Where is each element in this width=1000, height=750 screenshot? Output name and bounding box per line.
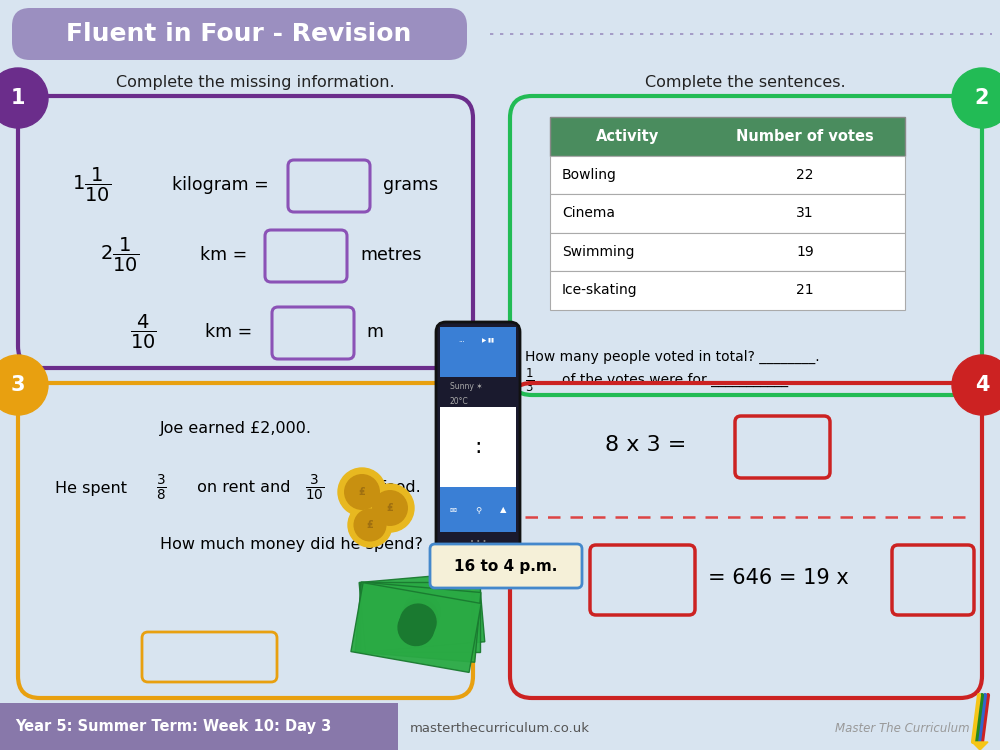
Circle shape	[404, 594, 440, 630]
Circle shape	[348, 503, 392, 547]
Text: He spent: He spent	[55, 481, 132, 496]
FancyBboxPatch shape	[265, 230, 347, 282]
Circle shape	[400, 604, 436, 640]
Text: Cinema: Cinema	[562, 206, 615, 220]
FancyBboxPatch shape	[892, 545, 974, 615]
Text: $\frac{1}{3}$: $\frac{1}{3}$	[525, 366, 534, 394]
Text: Complete the missing information.: Complete the missing information.	[116, 74, 394, 89]
Text: ₤: ₤	[359, 487, 365, 497]
FancyBboxPatch shape	[359, 572, 485, 652]
Text: metres: metres	[360, 246, 422, 264]
Circle shape	[952, 355, 1000, 415]
Circle shape	[0, 68, 48, 128]
FancyBboxPatch shape	[440, 487, 516, 532]
Text: Swimming: Swimming	[562, 244, 635, 259]
Text: 20°C: 20°C	[450, 398, 469, 406]
Circle shape	[952, 68, 1000, 128]
Text: masterthecurriculum.co.uk: masterthecurriculum.co.uk	[410, 722, 590, 734]
FancyBboxPatch shape	[12, 8, 467, 60]
Text: km =: km =	[205, 323, 252, 341]
Text: $2\dfrac{1}{10}$: $2\dfrac{1}{10}$	[100, 236, 139, 274]
FancyBboxPatch shape	[0, 703, 398, 750]
Circle shape	[0, 355, 48, 415]
Text: of the votes were for ___________.: of the votes were for ___________.	[562, 373, 792, 387]
Circle shape	[373, 490, 407, 525]
FancyBboxPatch shape	[550, 117, 905, 155]
FancyBboxPatch shape	[735, 416, 830, 478]
Text: on rent and: on rent and	[192, 481, 296, 496]
Text: 8 x 3 =: 8 x 3 =	[605, 435, 686, 455]
Text: Complete the sentences.: Complete the sentences.	[645, 74, 845, 89]
Text: ₤: ₤	[387, 503, 393, 513]
Circle shape	[345, 475, 379, 509]
Text: $1\dfrac{1}{10}$: $1\dfrac{1}{10}$	[72, 166, 111, 204]
Text: km =: km =	[200, 246, 247, 264]
FancyBboxPatch shape	[550, 232, 905, 271]
FancyBboxPatch shape	[550, 271, 905, 310]
FancyBboxPatch shape	[355, 582, 481, 662]
Text: Ice-skating: Ice-skating	[562, 284, 638, 297]
Text: Fluent in Four - Revision: Fluent in Four - Revision	[66, 22, 412, 46]
Text: = 646 = 19 x: = 646 = 19 x	[708, 568, 849, 588]
Text: ✉: ✉	[450, 506, 456, 515]
Text: 21: 21	[796, 284, 814, 297]
Text: ₤: ₤	[367, 520, 373, 530]
FancyBboxPatch shape	[440, 327, 516, 377]
Text: • • •: • • •	[470, 539, 486, 545]
Text: :: :	[474, 437, 482, 457]
Text: Bowling: Bowling	[562, 168, 617, 182]
FancyBboxPatch shape	[272, 307, 354, 359]
Text: Sunny ✶: Sunny ✶	[450, 382, 483, 392]
Text: Year 5: Summer Term: Week 10: Day 3: Year 5: Summer Term: Week 10: Day 3	[15, 719, 331, 734]
Text: 31: 31	[796, 206, 814, 220]
Circle shape	[398, 610, 434, 646]
Text: Activity: Activity	[596, 129, 659, 144]
Text: kilogram =: kilogram =	[172, 176, 269, 194]
Text: 4: 4	[975, 375, 989, 395]
Circle shape	[354, 509, 386, 541]
Text: on food.: on food.	[350, 481, 421, 496]
Text: ...: ...	[458, 337, 465, 343]
Text: 22: 22	[796, 168, 814, 182]
FancyBboxPatch shape	[288, 160, 370, 212]
FancyBboxPatch shape	[430, 544, 582, 588]
Circle shape	[402, 599, 438, 635]
FancyBboxPatch shape	[440, 407, 516, 487]
Text: Joe earned £2,000.: Joe earned £2,000.	[160, 421, 312, 436]
Circle shape	[338, 468, 386, 516]
Circle shape	[366, 484, 414, 532]
Text: 16 to 4 p.m.: 16 to 4 p.m.	[454, 559, 558, 574]
FancyBboxPatch shape	[550, 155, 905, 194]
Text: ▲: ▲	[500, 506, 506, 515]
Text: $\frac{3}{8}$: $\frac{3}{8}$	[156, 473, 167, 503]
Text: 1: 1	[11, 88, 25, 108]
FancyBboxPatch shape	[142, 632, 277, 682]
Text: 17 x: 17 x	[530, 568, 576, 588]
FancyBboxPatch shape	[436, 322, 520, 577]
Text: m: m	[366, 323, 383, 341]
FancyBboxPatch shape	[360, 582, 480, 652]
Text: Master The Curriculum: Master The Curriculum	[835, 722, 970, 734]
Text: How many people voted in total? ________.: How many people voted in total? ________…	[525, 350, 820, 364]
FancyBboxPatch shape	[550, 194, 905, 232]
Text: How much money did he spend?: How much money did he spend?	[160, 538, 423, 553]
FancyBboxPatch shape	[351, 583, 481, 673]
Text: Number of votes: Number of votes	[736, 129, 874, 144]
Text: 19: 19	[796, 244, 814, 259]
FancyBboxPatch shape	[590, 545, 695, 615]
Text: grams: grams	[383, 176, 438, 194]
Text: ▶ ▮▮: ▶ ▮▮	[482, 338, 494, 343]
Text: $\frac{3}{10}$: $\frac{3}{10}$	[305, 473, 324, 503]
Text: ⚲: ⚲	[475, 506, 481, 515]
Text: $\dfrac{4}{10}$: $\dfrac{4}{10}$	[130, 313, 157, 351]
Text: 2: 2	[975, 88, 989, 108]
Polygon shape	[972, 742, 988, 750]
Text: 3: 3	[11, 375, 25, 395]
